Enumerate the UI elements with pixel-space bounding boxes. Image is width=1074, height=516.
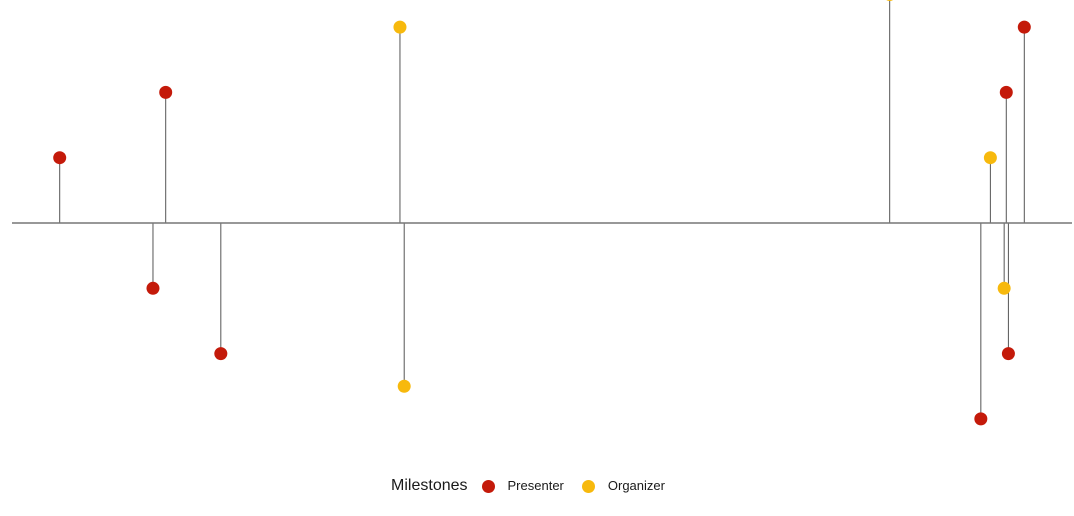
milestone-point-presenter-2 (159, 85, 173, 99)
milestone-point-presenter-6 (1001, 347, 1015, 361)
legend-item-presenter: Presenter (481, 476, 564, 496)
milestone-point-presenter-7 (1017, 20, 1031, 34)
stem-group (59, 0, 1025, 419)
milestone-point-organizer-1 (397, 379, 411, 393)
legend-swatch-organizer (581, 479, 595, 493)
milestone-point-presenter-3 (214, 347, 228, 361)
legend-title: Milestones (391, 477, 468, 494)
milestone-point-group (53, 0, 1031, 426)
milestone-point-presenter-1 (146, 281, 160, 295)
legend: Milestones Presenter Organizer (0, 476, 1074, 496)
legend-label-presenter: Presenter (507, 478, 564, 493)
legend-item-organizer: Organizer (581, 476, 665, 496)
milestone-point-presenter-5 (999, 85, 1013, 99)
legend-label-organizer: Organizer (607, 478, 665, 493)
milestone-point-organizer-4 (997, 281, 1011, 295)
milestone-point-organizer-2 (886, 0, 894, 1)
milestone-point-presenter-0 (53, 151, 67, 165)
milestone-point-organizer-0 (393, 20, 407, 34)
legend-swatch-presenter (481, 479, 495, 493)
milestone-point-presenter-4 (974, 412, 988, 426)
milestone-point-organizer-3 (983, 151, 997, 165)
